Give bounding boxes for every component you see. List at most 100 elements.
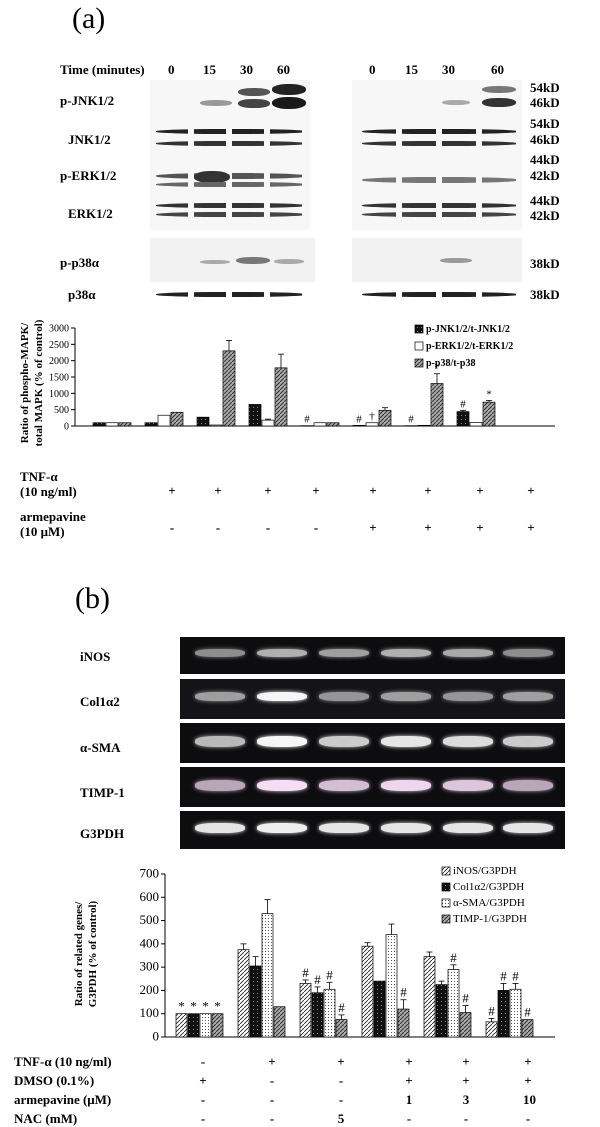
treatment-value: -: [269, 1111, 275, 1126]
kd-label: 42kD: [530, 168, 560, 183]
kd-label: 46kD: [530, 95, 560, 110]
treatment-value: -: [338, 1092, 344, 1107]
gel-col1a2: [180, 679, 565, 719]
y-tick-label: 600: [140, 889, 160, 904]
significance-marker: #: [400, 985, 407, 1000]
treatment-value: +: [369, 520, 377, 535]
gel-band: [257, 649, 307, 657]
gel-band: [443, 823, 493, 833]
blot-band: [194, 171, 230, 183]
significance-marker: #: [462, 991, 469, 1006]
blot-band: [156, 212, 306, 217]
blot-band: [362, 129, 518, 134]
bar: [404, 425, 418, 427]
bar: [323, 988, 336, 1038]
treatment-value: +: [424, 483, 432, 498]
bar: [435, 984, 448, 1038]
bar: [430, 383, 444, 427]
bar: [249, 965, 262, 1038]
bar: [175, 1013, 188, 1038]
kd-label: 44kD: [530, 152, 560, 167]
row-label-jnk: JNK1/2: [68, 132, 111, 147]
gel-band: [195, 780, 245, 791]
treatment-value: -: [200, 1111, 206, 1126]
bar: [497, 990, 510, 1038]
bar: [335, 1019, 348, 1038]
significance-marker: #: [524, 1005, 531, 1020]
chart-a-ylabel-line2: total MAPK (% of control): [33, 319, 45, 446]
significance-marker: *: [190, 999, 197, 1014]
kd-label: 38kD: [530, 256, 560, 271]
bar: [248, 404, 262, 427]
treatment-value: 10: [523, 1092, 536, 1107]
gel-band: [443, 692, 493, 701]
gel-band: [443, 736, 493, 747]
bar: [273, 1006, 286, 1038]
significance-marker: #: [460, 398, 466, 410]
significance-marker: #: [500, 968, 507, 983]
bar: [144, 422, 158, 427]
treatment-value: -: [463, 1111, 469, 1126]
treatment-value: +: [462, 1054, 470, 1069]
gel-band: [503, 692, 553, 701]
gel-label-asma: α-SMA: [80, 740, 121, 755]
blot-band: [200, 100, 232, 106]
treatment-value: +: [199, 1073, 207, 1088]
bar: [222, 350, 236, 427]
y-tick-label: 200: [140, 982, 160, 997]
bar: [274, 367, 288, 427]
legend-swatch: [441, 914, 451, 924]
bar: [361, 945, 374, 1038]
y-tick-label: 2500: [49, 340, 69, 351]
treatment-label-tnf: TNF-α: [20, 469, 58, 484]
treatment-value: +: [524, 1054, 532, 1069]
treatment-value: +: [264, 483, 272, 498]
y-tick-label: 1000: [49, 389, 69, 400]
significance-marker: #: [488, 1003, 495, 1018]
gel-band: [381, 736, 431, 747]
significance-marker: *: [214, 999, 221, 1014]
chart-a-ylabel-line1: Ratio of phospho-MAPK/: [19, 322, 31, 443]
y-tick-label: 500: [54, 405, 69, 416]
treatment-label-dmso: DMSO (0.1%): [14, 1073, 95, 1088]
treatment-label-armepavine: armepavine: [20, 509, 86, 524]
row-label-p-jnk: p-JNK1/2: [60, 93, 115, 108]
significance-marker: #: [338, 1000, 345, 1015]
bar: [456, 411, 470, 427]
legend-label: Col1α2/G3PDH: [453, 881, 524, 893]
blot-band: [156, 173, 306, 179]
kd-label: 46kD: [530, 132, 560, 147]
gel-band: [381, 649, 431, 657]
treatment-value: -: [313, 520, 319, 535]
gel-band: [195, 823, 245, 833]
gel-band: [503, 780, 553, 791]
time-label: 15: [405, 62, 418, 77]
blot-band: [362, 212, 518, 217]
gel-inos: [180, 637, 565, 674]
blot-band: [156, 129, 306, 134]
legend-label: iNOS/G3PDH: [453, 865, 517, 877]
treatment-value: 1: [405, 1092, 413, 1107]
treatment-value: +: [462, 1073, 470, 1088]
bar: [385, 934, 398, 1038]
significance-marker: *: [486, 389, 492, 401]
bar: [157, 414, 171, 427]
treatment-value: -: [265, 520, 271, 535]
treatment-value: +: [337, 1054, 345, 1069]
bar: [326, 422, 340, 427]
chart-b-ylabel-line1: Ratio of related genes/: [73, 901, 85, 1007]
bar: [509, 988, 522, 1038]
gel-band: [443, 780, 493, 791]
time-label: 30: [240, 62, 253, 77]
gel-band: [257, 692, 307, 701]
treatment-value: +: [424, 520, 432, 535]
legend-swatch: [441, 866, 451, 876]
legend-label: p-JNK1/2/t-JNK1/2: [426, 324, 510, 335]
gel-band: [257, 780, 307, 791]
time-label: 0: [369, 62, 376, 77]
blot-band: [238, 88, 270, 96]
bar: [459, 1012, 472, 1038]
significance-marker: #: [302, 965, 309, 980]
treatment-value: -: [215, 520, 221, 535]
blot-band: [272, 84, 306, 95]
